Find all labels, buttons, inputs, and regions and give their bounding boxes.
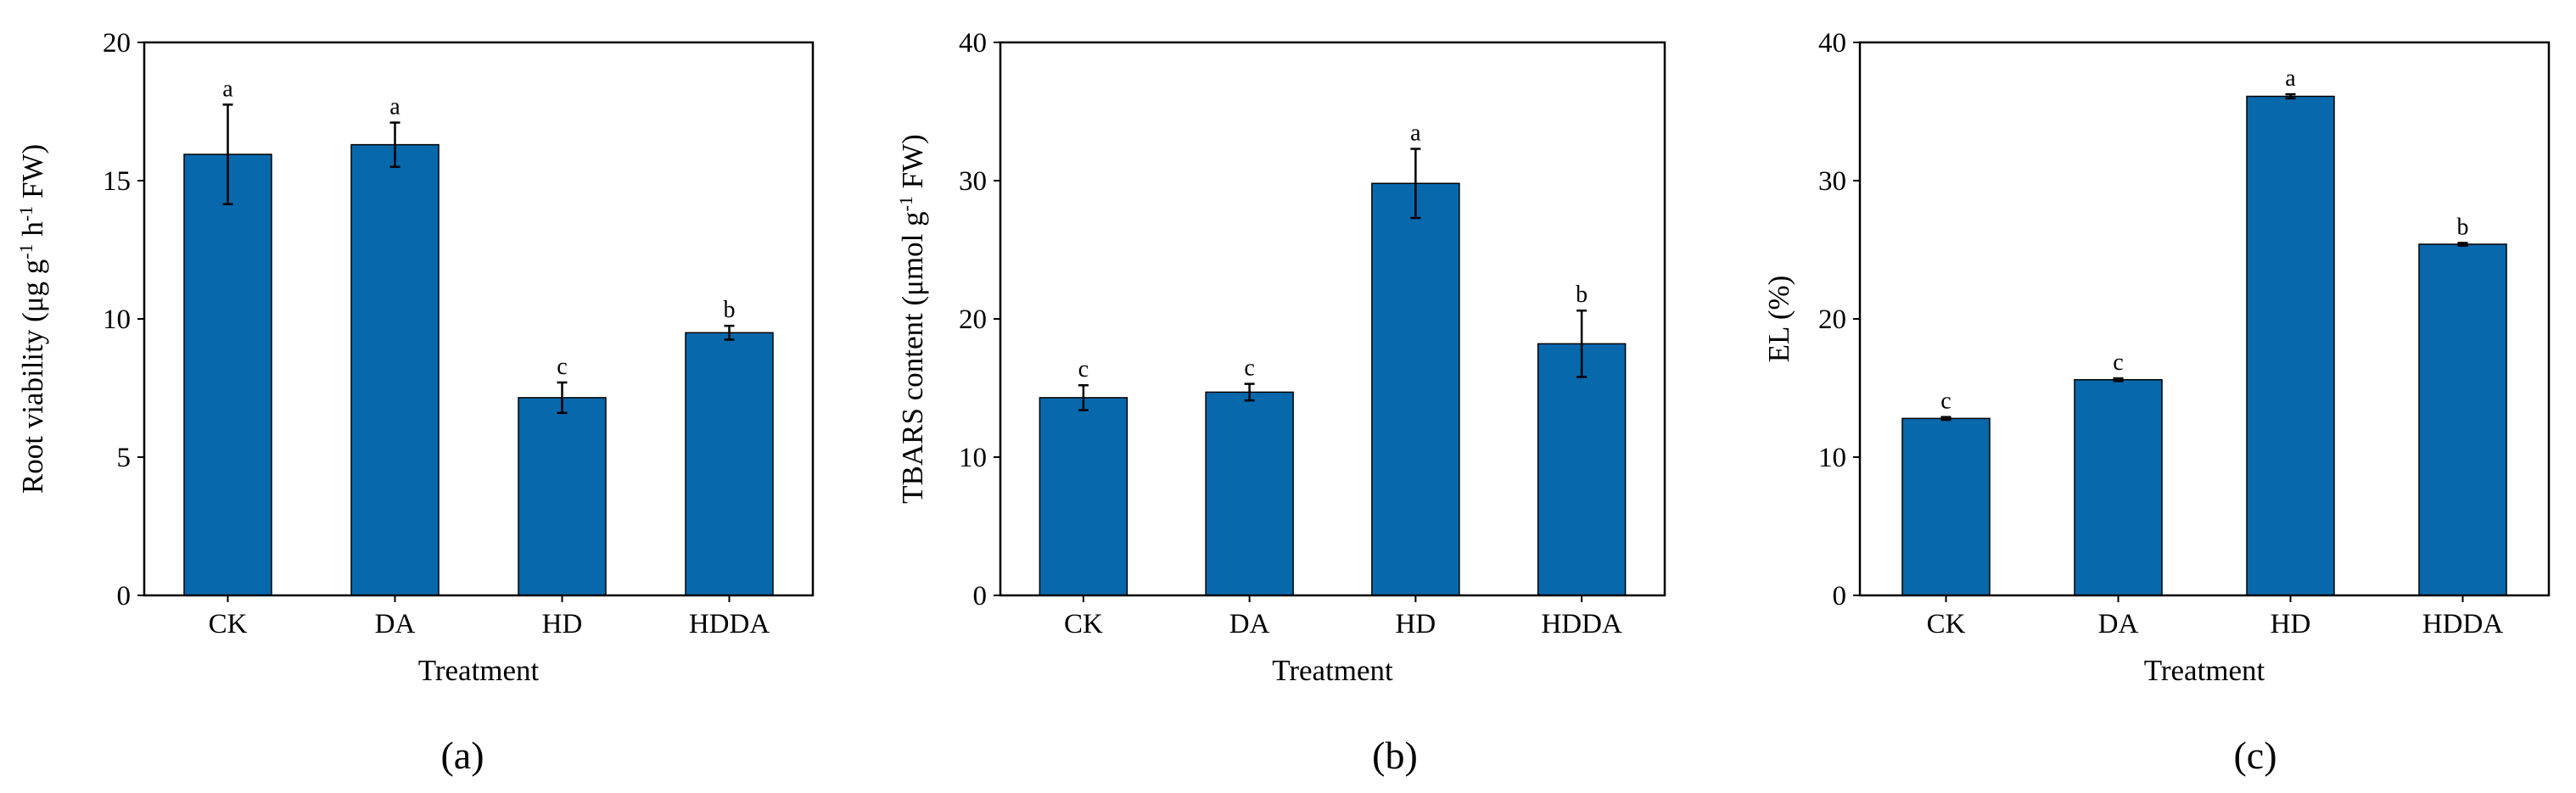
x-axis-label: Treatment bbox=[2144, 654, 2265, 687]
bar-hdda bbox=[685, 332, 774, 596]
bar-da bbox=[350, 143, 440, 596]
x-tick-label: HDDA bbox=[1541, 609, 1621, 639]
x-tick-label: DA bbox=[2098, 609, 2139, 639]
error-bar bbox=[1576, 309, 1588, 378]
x-tick-label: DA bbox=[375, 609, 416, 639]
error-bar bbox=[1244, 383, 1255, 402]
significance-letter: a bbox=[2285, 65, 2296, 92]
x-tick-label: CK bbox=[1064, 609, 1103, 639]
significance-letter: a bbox=[389, 94, 400, 120]
y-axis-label: EL (%) bbox=[1762, 276, 1795, 363]
significance-letter: c bbox=[2113, 349, 2123, 376]
error-bar bbox=[2113, 377, 2124, 383]
error-bar bbox=[2285, 92, 2296, 100]
error-bar bbox=[1940, 416, 1952, 422]
y-tick-label: 0 bbox=[1833, 581, 1847, 612]
significance-letter: a bbox=[222, 75, 233, 102]
significance-letter: c bbox=[1244, 355, 1254, 382]
y-tick-label: 10 bbox=[103, 304, 131, 335]
significance-letter: b bbox=[724, 297, 736, 323]
x-axis-label: Treatment bbox=[1272, 654, 1393, 687]
bar-hd bbox=[2246, 95, 2335, 596]
error-bar bbox=[557, 381, 568, 415]
significance-letter: b bbox=[1576, 282, 1588, 308]
axes-frame bbox=[999, 41, 1666, 597]
y-axis-label: Root viability (μg g-1 h-1 FW) bbox=[15, 144, 50, 494]
y-tick-label: 30 bbox=[959, 166, 987, 197]
error-bar bbox=[724, 324, 735, 341]
bar-ck bbox=[183, 154, 272, 596]
x-tick-label: CK bbox=[209, 609, 248, 639]
bar-da bbox=[2074, 378, 2163, 596]
y-tick-label: 40 bbox=[1818, 28, 1846, 59]
bar-da bbox=[1205, 391, 1294, 596]
y-axis-label: TBARS content (μmol g-1 FW) bbox=[895, 134, 930, 504]
y-tick-label: 30 bbox=[1818, 166, 1846, 197]
panel-label: (a) bbox=[440, 734, 484, 777]
bar-ck bbox=[1039, 397, 1128, 596]
error-bar bbox=[389, 121, 400, 168]
x-tick-label: DA bbox=[1229, 609, 1270, 639]
y-tick-label: 10 bbox=[1818, 443, 1846, 473]
y-tick-label: 10 bbox=[959, 443, 987, 473]
axes-frame bbox=[1858, 41, 2551, 597]
bar-hd bbox=[1371, 182, 1460, 596]
y-tick-label: 0 bbox=[117, 581, 132, 612]
bar-hdda bbox=[2418, 243, 2507, 596]
panel-a: a CK a DA c HD b HDDA 0 5 10 15 20 Treatment Root viab… bbox=[15, 28, 815, 777]
y-tick-label: 0 bbox=[973, 581, 988, 612]
x-tick-label: HD bbox=[2271, 609, 2311, 639]
error-bar bbox=[222, 103, 233, 205]
axes-frame bbox=[143, 41, 815, 597]
y-tick-label: 20 bbox=[959, 304, 987, 335]
y-tick-label: 5 bbox=[117, 443, 132, 473]
y-tick-label: 20 bbox=[1818, 304, 1846, 335]
x-tick-label: HDDA bbox=[2422, 609, 2503, 639]
bar-ck bbox=[1901, 417, 1991, 596]
significance-letter: c bbox=[1940, 388, 1951, 415]
x-tick-label: HD bbox=[1396, 609, 1436, 639]
x-tick-label: HDDA bbox=[689, 609, 770, 639]
y-tick-label: 40 bbox=[959, 28, 987, 59]
error-bar bbox=[2457, 242, 2468, 247]
panel-b: c CK c DA a HD b HDDA 0 10 20 30 40 Treatment TBARS co… bbox=[895, 28, 1666, 777]
y-tick-label: 15 bbox=[103, 166, 131, 197]
error-bar bbox=[1078, 383, 1089, 411]
panel-c: c CK c DA a HD b HDDA 0 10 20 30 40 Treatment EL (%) (c… bbox=[1762, 28, 2551, 777]
bar-hd bbox=[518, 397, 607, 596]
x-tick-label: CK bbox=[1927, 609, 1966, 639]
error-bar bbox=[1410, 148, 1421, 220]
panel-label: (b) bbox=[1372, 734, 1418, 777]
significance-letter: c bbox=[1078, 356, 1089, 383]
bar-hdda bbox=[1537, 343, 1627, 596]
significance-letter: a bbox=[1410, 120, 1421, 147]
panel-label: (c) bbox=[2233, 734, 2276, 777]
x-axis-label: Treatment bbox=[418, 654, 540, 687]
x-tick-label: HD bbox=[542, 609, 583, 639]
significance-letter: c bbox=[557, 354, 567, 380]
y-tick-label: 20 bbox=[103, 28, 131, 59]
significance-letter: b bbox=[2457, 214, 2469, 240]
